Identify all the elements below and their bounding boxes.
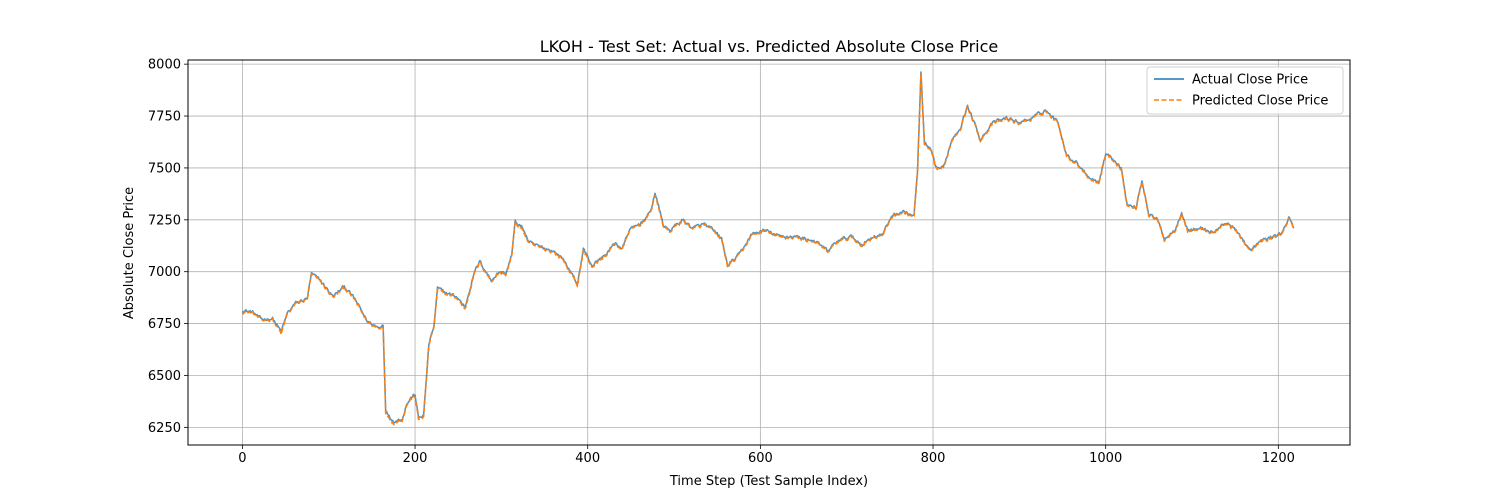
y-tick-label: 6750 bbox=[148, 317, 181, 332]
grid-layer bbox=[188, 60, 1350, 445]
x-tick-label: 200 bbox=[403, 451, 428, 466]
y-tick-label: 7500 bbox=[148, 161, 181, 176]
legend-label-actual: Actual Close Price bbox=[1192, 73, 1308, 88]
y-tick-label: 7000 bbox=[148, 265, 181, 280]
y-tick-label: 7750 bbox=[148, 110, 181, 125]
x-tick-label: 1200 bbox=[1262, 451, 1295, 466]
y-tick-label: 6250 bbox=[148, 421, 181, 436]
y-tick-label: 8000 bbox=[148, 58, 181, 73]
y-tick-label: 7250 bbox=[148, 213, 181, 228]
chart-title: LKOH - Test Set: Actual vs. Predicted Ab… bbox=[540, 37, 999, 56]
x-tick-label: 0 bbox=[238, 451, 246, 466]
legend-box bbox=[1146, 66, 1344, 115]
series-layer bbox=[241, 71, 1295, 426]
y-tick-label: 6500 bbox=[148, 369, 181, 384]
y-axis-label: Absolute Close Price bbox=[122, 187, 137, 319]
predicted-price-line bbox=[241, 73, 1295, 426]
plot-frame bbox=[187, 59, 1351, 446]
x-tick-label: 400 bbox=[575, 451, 600, 466]
x-tick-label: 1000 bbox=[1089, 451, 1122, 466]
legend-label-predicted: Predicted Close Price bbox=[1192, 94, 1328, 109]
legend: Actual Close Price Predicted Close Price bbox=[1146, 66, 1344, 115]
x-axis-label: Time Step (Test Sample Index) bbox=[669, 474, 868, 489]
tick-layer: 0 200 400 600 800 1000 1200 6250 6500 6750 7000 725… bbox=[148, 58, 1295, 466]
x-tick-label: 600 bbox=[748, 451, 773, 466]
x-tick-label: 800 bbox=[921, 451, 946, 466]
